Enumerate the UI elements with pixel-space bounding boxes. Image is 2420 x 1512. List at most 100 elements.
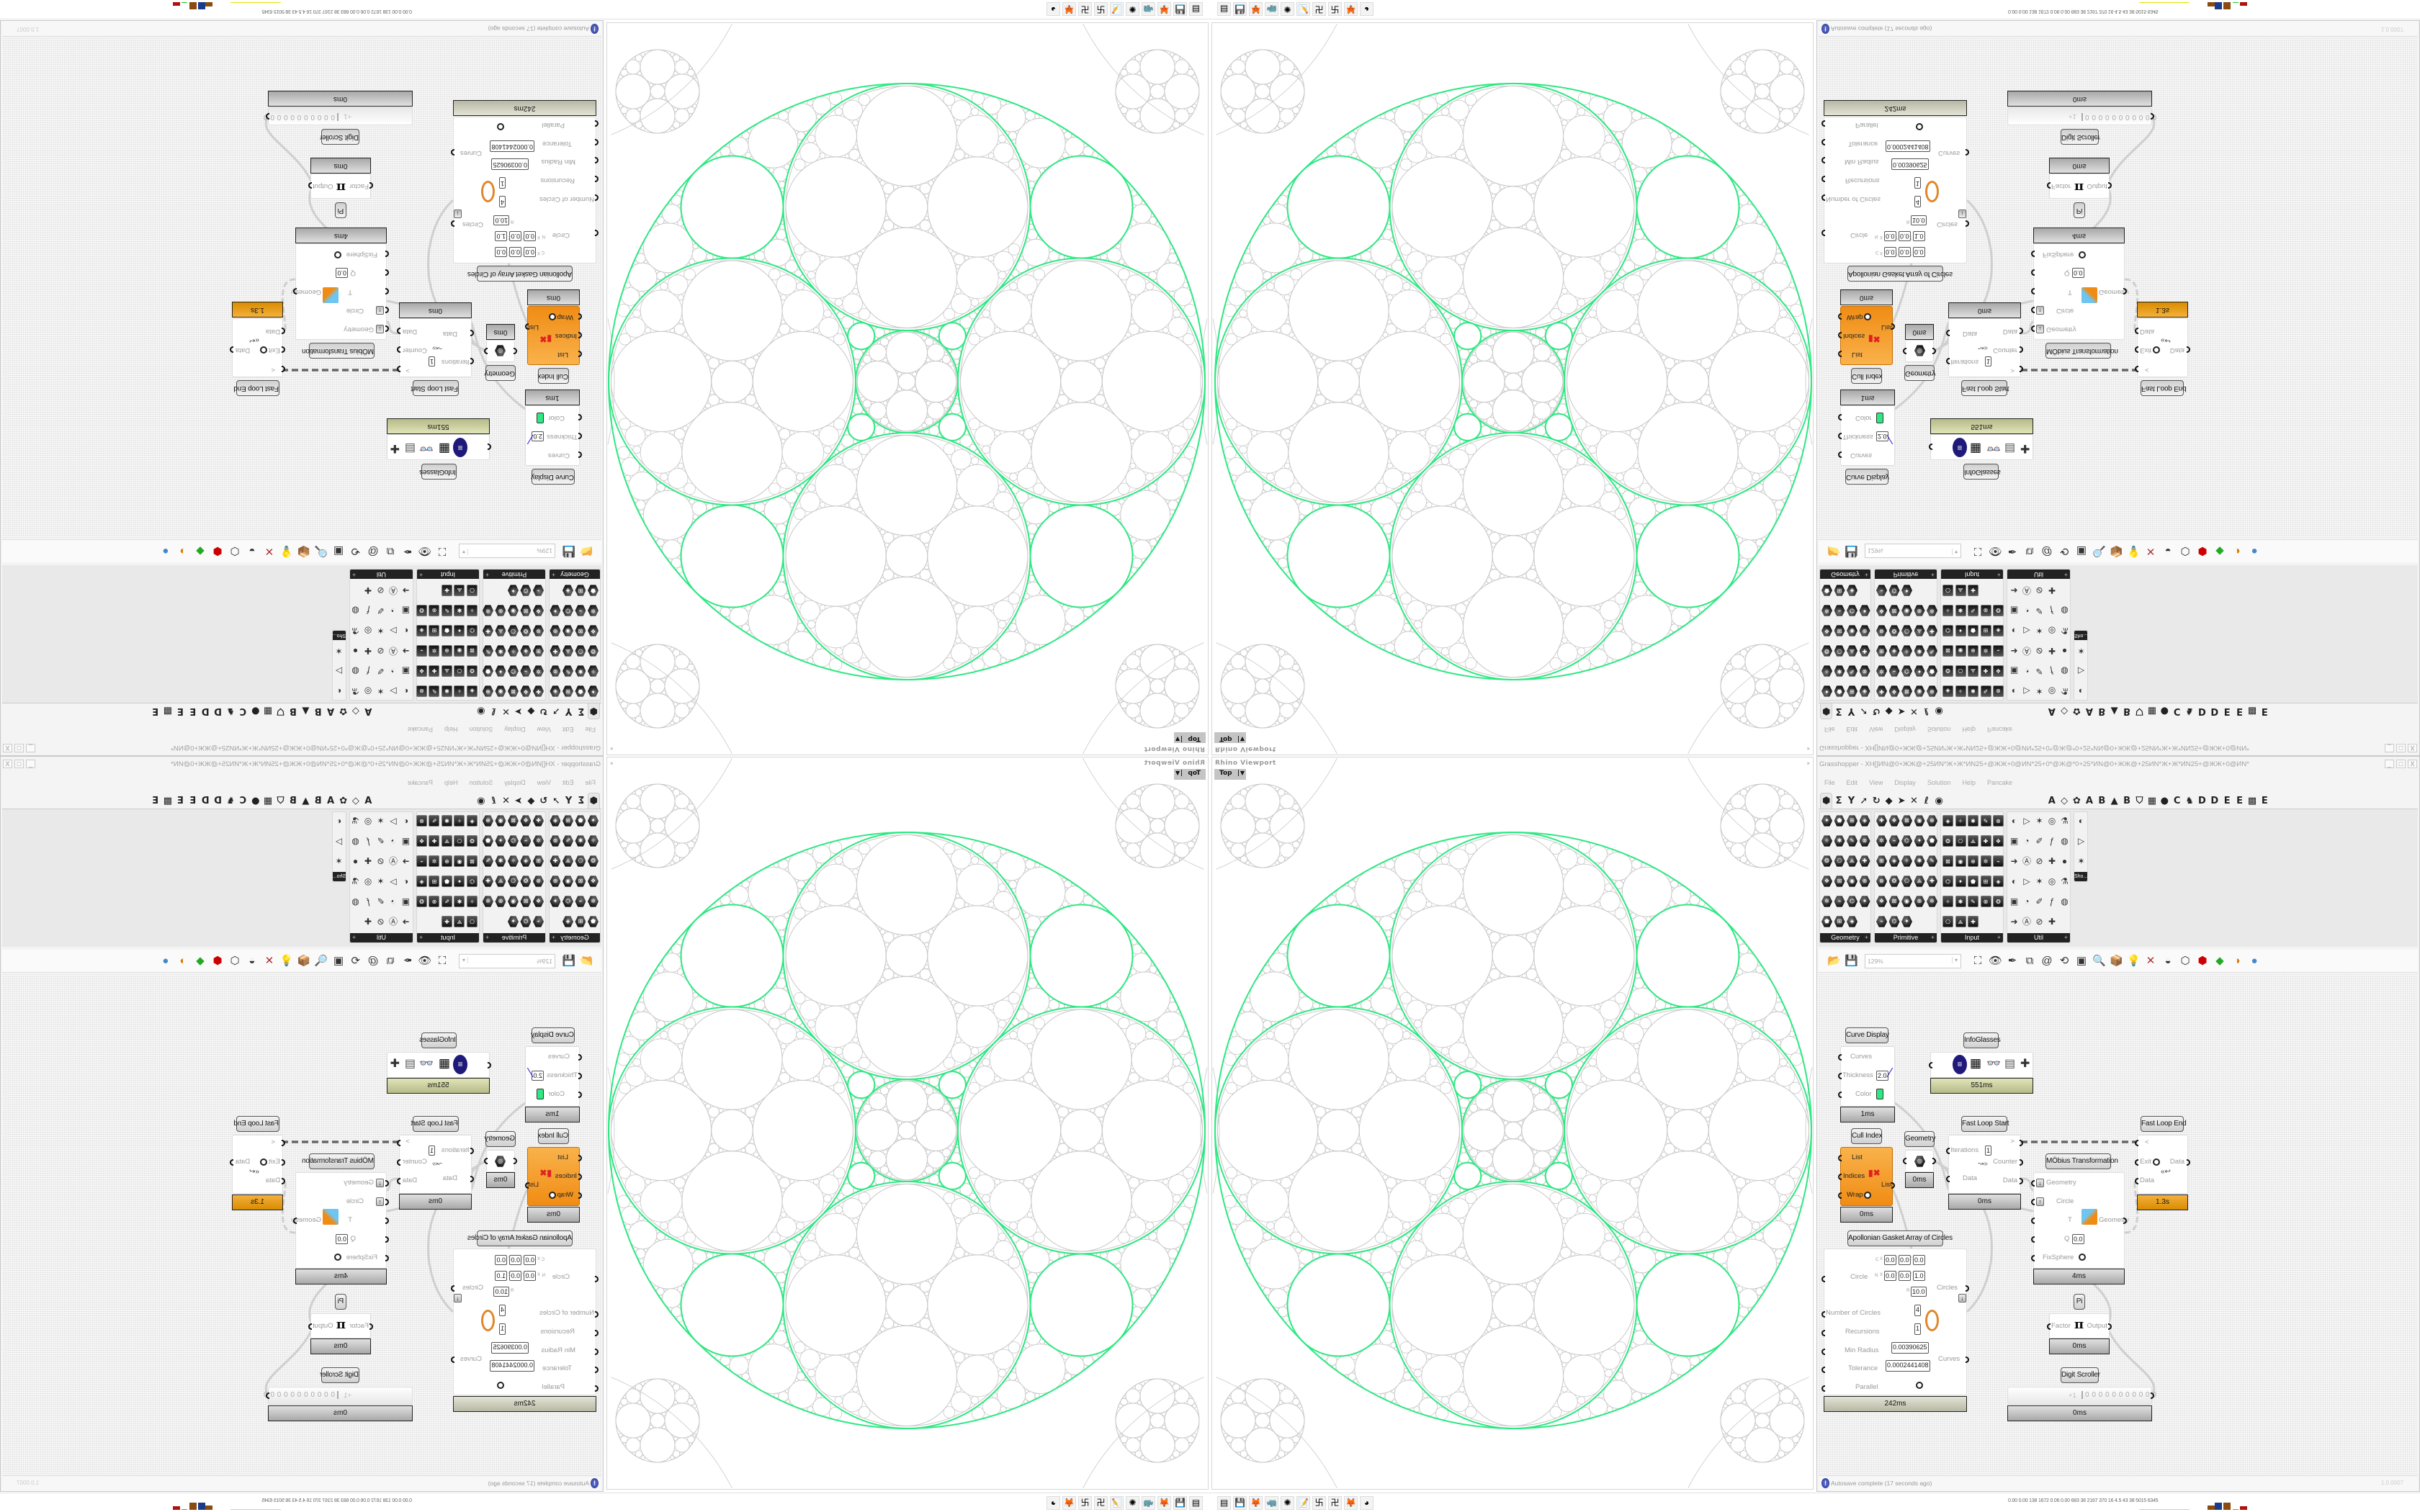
input-port[interactable] (1946, 1176, 1950, 1182)
component-icon[interactable]: ⊗ (1876, 625, 1887, 636)
component-icon[interactable]: ❂ (416, 896, 427, 907)
normal-x-field[interactable]: 0.0 (524, 1271, 536, 1281)
normal-z-field[interactable]: 1.0 (495, 1271, 507, 1281)
geometry-param-title[interactable]: Geometry (1904, 1131, 1936, 1147)
component-icon[interactable]: ➜ (2010, 585, 2018, 595)
output-port[interactable] (2020, 1159, 2023, 1166)
component-icon[interactable]: ◐ (2011, 816, 2017, 826)
component-icon[interactable]: ⌁ (1834, 896, 1845, 907)
tab-1[interactable]: Σ (578, 795, 585, 806)
firefox-icon[interactable]: 🦊 (1157, 1496, 1171, 1510)
curve-display-title[interactable]: Curve Display (1845, 1027, 1889, 1043)
recursions-field[interactable]: 1 (1914, 1323, 1922, 1335)
render-sphere-icon[interactable]: ● (2251, 545, 2258, 558)
component-icon[interactable]: ⚗ (2061, 626, 2069, 636)
red-app-icon[interactable]: ✺ (1281, 1496, 1294, 1510)
component-icon[interactable]: ⎔ (1955, 665, 1966, 677)
input-port[interactable] (1821, 157, 1825, 163)
component-icon[interactable]: ✲ (1876, 665, 1887, 677)
component-icon[interactable]: ⎔ (1955, 835, 1966, 847)
tab-7[interactable]: ✕ (1909, 706, 1918, 717)
gha-manager-icon[interactable]: ⟲ (2059, 545, 2069, 558)
normal-y-field[interactable]: 0.0 (1899, 1271, 1911, 1281)
component-icon[interactable]: ✚ (1980, 665, 1991, 677)
fast-loop-end-component[interactable]: < Exit «↩ Data Data (2135, 318, 2190, 377)
glasses-icon[interactable]: 👓 (419, 1058, 434, 1070)
component-icon[interactable]: ⊗ (533, 876, 544, 887)
infoglasses-component[interactable]: ≡ ▦ 👓 ▤ ✚ (387, 1052, 491, 1078)
maximize-button[interactable]: □ (2396, 760, 2406, 768)
component-icon[interactable]: ⟁ (1968, 665, 1978, 677)
apollonian-title[interactable]: Apollonian Gasket Array of Circles (1847, 266, 1953, 282)
component-icon[interactable]: ❂ (588, 855, 599, 867)
fast-loop-start-component[interactable]: Iterations 1 Data > ↝» Counter Data (1946, 1135, 2023, 1194)
zoom-extents-icon[interactable]: ⛶ (1973, 545, 1982, 558)
component-icon[interactable]: ⟁ (454, 916, 465, 927)
firefox-2-icon[interactable]: 🦊 (1062, 1496, 1076, 1510)
tab-31[interactable]: D (2210, 706, 2219, 717)
component-icon[interactable]: ▣ (401, 836, 411, 846)
q-field[interactable]: 0.0 (336, 1234, 348, 1244)
view-dropdown[interactable]: Top ▼ (1174, 732, 1206, 743)
component-icon[interactable]: ◈ (550, 815, 561, 827)
component-icon[interactable]: ✧ (1942, 896, 1953, 907)
output-port[interactable] (266, 1392, 269, 1399)
cull-index-title[interactable]: Cull Index (538, 1128, 569, 1144)
grasshopper-b-icon[interactable]: 卍 (1078, 1496, 1092, 1510)
info-icon[interactable]: ! (1821, 1478, 1829, 1488)
component-icon[interactable]: ✲ (1821, 896, 1832, 907)
component-icon[interactable]: ◍ (2061, 666, 2069, 676)
center-y-field[interactable]: 0.0 (509, 1255, 521, 1265)
component-icon[interactable]: ✱ (1834, 835, 1845, 847)
grasshopper-canvas[interactable]: Curve Display Curves Thickness 2.0 ⁄ Col… (1819, 38, 2418, 539)
component-icon[interactable]: ⌬ (1942, 625, 1953, 636)
component-icon[interactable]: ✶ (2035, 626, 2043, 636)
tab-32[interactable]: E (2223, 795, 2231, 806)
curve-display-component[interactable]: Curves Thickness 2.0 ⁄ Color (1838, 405, 1895, 466)
mobius-title[interactable]: MÖbius Transformation (2045, 343, 2118, 359)
rhino-viewport[interactable]: Rhino Viewport Top ▼ × (1211, 757, 1814, 1490)
tab-2[interactable]: Y (565, 795, 573, 806)
normal-z-field[interactable]: 1.0 (1913, 1271, 1925, 1281)
fast-loop-start-title[interactable]: Fast Loop Start (1961, 1116, 2009, 1132)
tab-18[interactable]: A (2048, 706, 2056, 717)
center-y-field[interactable]: 0.0 (1899, 1255, 1911, 1265)
tab-21[interactable]: A (2085, 706, 2093, 717)
component-icon[interactable]: ⊠ (467, 855, 478, 867)
pi-title[interactable]: Pi (2074, 202, 2085, 218)
output-port[interactable] (1966, 1356, 1969, 1363)
close-button[interactable]: X (2408, 744, 2417, 752)
component-icon[interactable]: ✲ (483, 896, 493, 907)
component-icon[interactable]: ⚗ (2061, 816, 2069, 826)
output-port[interactable] (1891, 1182, 1895, 1189)
component-icon[interactable]: ✐ (377, 836, 385, 846)
component-icon[interactable]: ✚ (2048, 917, 2056, 927)
component-icon[interactable]: ◎ (364, 816, 372, 826)
component-icon[interactable]: ⎔ (1942, 585, 1953, 596)
notepad-icon[interactable]: 📝 (1296, 1496, 1310, 1510)
expand-icon[interactable]: + (419, 934, 424, 941)
component-icon[interactable]: ⌁ (416, 855, 427, 867)
curve-display-component[interactable]: Curves Thickness 2.0 ⁄ Color (525, 1046, 582, 1107)
input-port[interactable] (1821, 1349, 1825, 1355)
component-icon[interactable]: ⌬ (521, 916, 532, 927)
input-port[interactable] (2047, 1323, 2051, 1330)
input-port[interactable] (1821, 176, 1825, 182)
output-port[interactable] (293, 1218, 297, 1224)
tab-26[interactable]: ▦ (2147, 706, 2156, 717)
component-icon[interactable]: ⊕ (1859, 876, 1870, 887)
task-manager-icon[interactable]: ▤ (1189, 1496, 1203, 1510)
component-icon[interactable]: ⚗ (2061, 686, 2069, 696)
sketch-pen-icon[interactable]: ✒ (2007, 954, 2017, 967)
component-icon[interactable]: ✎ (1968, 896, 1978, 907)
component-icon[interactable]: ⊠ (1942, 645, 1953, 657)
tab-34[interactable]: ▩ (2247, 795, 2257, 806)
component-icon[interactable]: ⊕ (1914, 896, 1925, 907)
firefox-icon[interactable]: 🦊 (1249, 1496, 1263, 1510)
component-icon[interactable]: ⊕ (496, 896, 506, 907)
component-icon[interactable]: ✦ (1821, 685, 1832, 697)
component-icon[interactable]: ⎔ (1942, 916, 1953, 927)
exit-toggle[interactable] (2153, 1158, 2160, 1166)
purple-app-icon[interactable]: ◕ (1360, 2, 1373, 16)
zoom-field[interactable]: 129% ▾ (459, 953, 555, 968)
